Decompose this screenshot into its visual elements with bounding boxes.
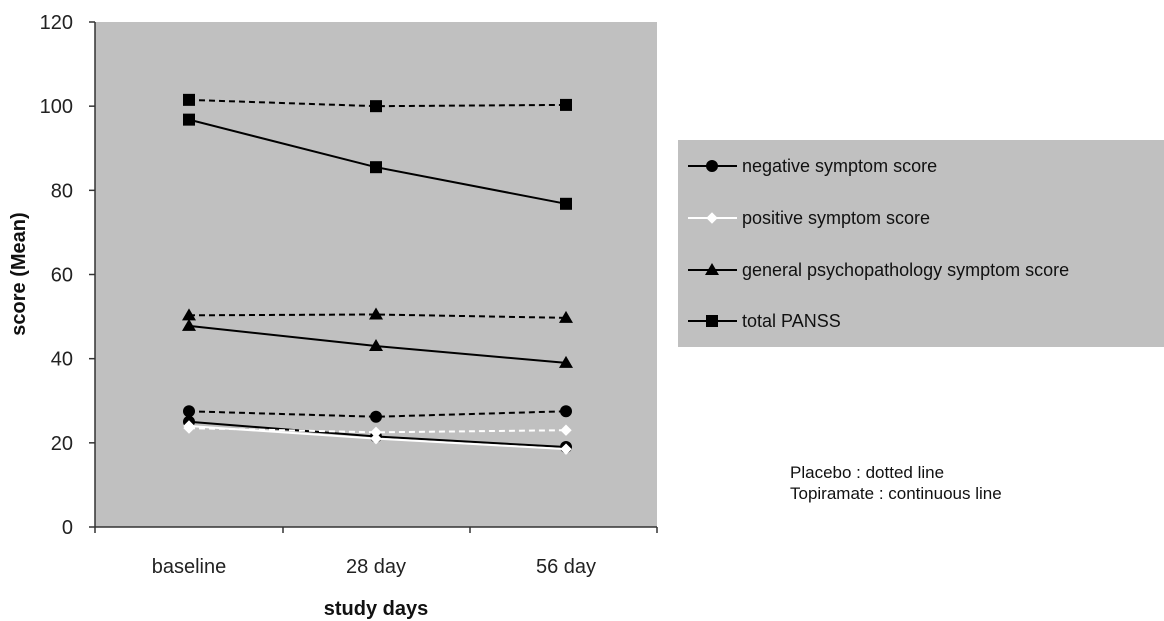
legend: negative symptom score positive symptom s… <box>688 156 1069 331</box>
data-point <box>560 424 572 436</box>
series-diamond-continuous <box>183 420 572 455</box>
legend-item: general psychopathology symptom score <box>688 260 1069 280</box>
legend-label: general psychopathology symptom score <box>742 260 1069 280</box>
data-point <box>559 355 573 368</box>
legend-item: positive symptom score <box>688 208 930 228</box>
x-tick-label: 56 day <box>536 556 596 578</box>
data-point <box>183 405 195 418</box>
legend-marker <box>706 315 718 327</box>
data-point <box>560 443 572 455</box>
data-point <box>370 432 382 445</box>
data-point <box>560 197 572 210</box>
series-square-dotted <box>183 93 572 113</box>
placebo-note: Placebo : dotted line <box>790 463 945 482</box>
plot-area <box>95 22 657 527</box>
legend-box <box>678 140 1164 347</box>
series-triangle-continuous <box>182 318 573 368</box>
data-point <box>560 98 572 111</box>
y-tick-label: 20 <box>51 433 73 455</box>
y-tick-label: 0 <box>62 517 73 539</box>
data-point <box>183 113 195 126</box>
data-point <box>560 405 572 418</box>
data-point <box>182 318 196 331</box>
y-tick-label: 40 <box>51 349 73 371</box>
data-point <box>370 161 382 174</box>
legend-label: negative symptom score <box>742 156 937 176</box>
data-point <box>369 339 383 352</box>
legend-marker <box>705 263 719 275</box>
axes: 0 20 40 60 80 100 120 baseline 28 day 56 day <box>40 12 658 578</box>
y-tick-label: 120 <box>40 12 73 34</box>
data-point <box>369 307 383 320</box>
topiramate-note: Topiramate : continuous line <box>790 484 1002 503</box>
y-tick-label: 80 <box>51 180 73 202</box>
data-point <box>182 308 196 321</box>
data-point <box>370 100 382 113</box>
y-tick-label: 100 <box>40 96 73 118</box>
legend-label: positive symptom score <box>742 208 930 228</box>
data-point <box>370 410 382 423</box>
legend-label: total PANSS <box>742 311 841 331</box>
series-line <box>188 313 567 319</box>
line-style-note: Placebo : dotted line Topiramate : conti… <box>790 462 1002 504</box>
series-line <box>188 98 567 108</box>
series-square-continuous <box>183 113 572 210</box>
series-triangle-dotted <box>182 307 573 323</box>
x-tick-label: baseline <box>152 556 227 578</box>
legend-item: total PANSS <box>688 311 841 331</box>
data-point <box>183 420 195 432</box>
legend-marker <box>706 212 718 224</box>
legend-item: negative symptom score <box>688 156 937 176</box>
series-line <box>188 410 567 418</box>
data-point <box>183 93 195 106</box>
data-point <box>559 310 573 323</box>
series-circle-dotted <box>183 405 572 423</box>
series-layer <box>182 93 573 455</box>
y-axis-title: score (Mean) <box>8 212 30 335</box>
legend-marker <box>706 160 718 172</box>
y-tick-label: 60 <box>51 265 73 287</box>
x-tick-label: 28 day <box>346 556 406 578</box>
x-axis-title: study days <box>324 598 428 620</box>
